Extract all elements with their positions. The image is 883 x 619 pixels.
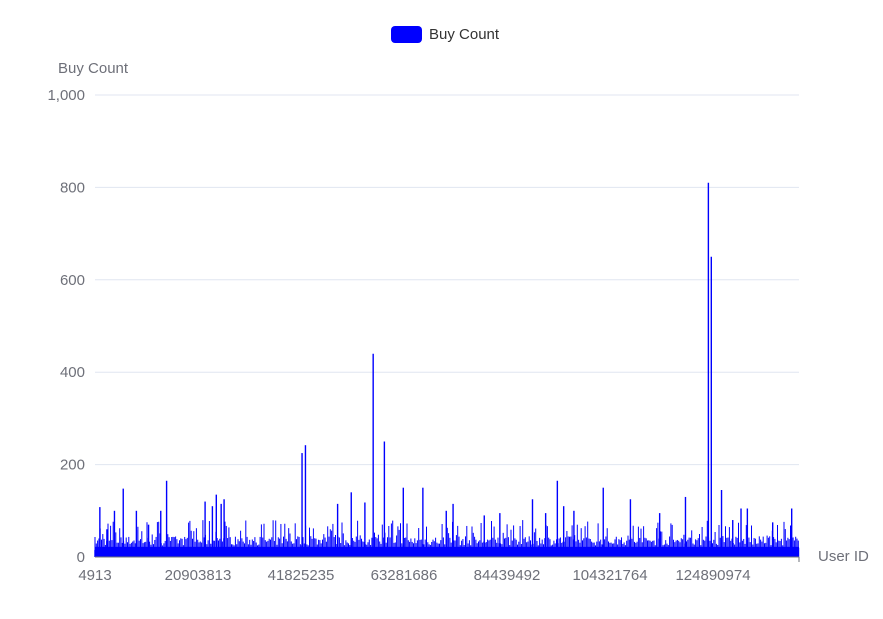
x-tick-labels: 4913 20903813 41825235 63281686 84439492 1043… <box>78 567 750 584</box>
y-tick-labels: 0 200 400 600 800 1,000 <box>47 87 85 566</box>
y-tick-label: 200 <box>60 457 85 474</box>
grid <box>95 94 799 466</box>
x-tick-label: 84439492 <box>474 567 541 584</box>
legend[interactable]: Buy Count <box>391 26 500 43</box>
x-tick-label: 41825235 <box>268 567 335 584</box>
legend-label[interactable]: Buy Count <box>429 26 500 43</box>
axes <box>95 556 800 562</box>
y-tick-label: 400 <box>60 364 85 381</box>
y-tick-label: 0 <box>77 549 85 566</box>
x-tick-label: 124890974 <box>675 567 750 584</box>
bars <box>94 182 800 557</box>
x-tick-label: 104321764 <box>572 567 647 584</box>
x-tick-label: 4913 <box>78 567 111 584</box>
y-tick-label: 1,000 <box>47 87 85 104</box>
y-tick-label: 800 <box>60 179 85 196</box>
x-tick-label: 63281686 <box>371 567 438 584</box>
x-axis-title: User ID <box>818 548 869 565</box>
y-axis-title: Buy Count <box>58 60 129 77</box>
x-tick-label: 20903813 <box>165 567 232 584</box>
y-tick-label: 600 <box>60 272 85 289</box>
legend-swatch[interactable] <box>391 26 422 43</box>
